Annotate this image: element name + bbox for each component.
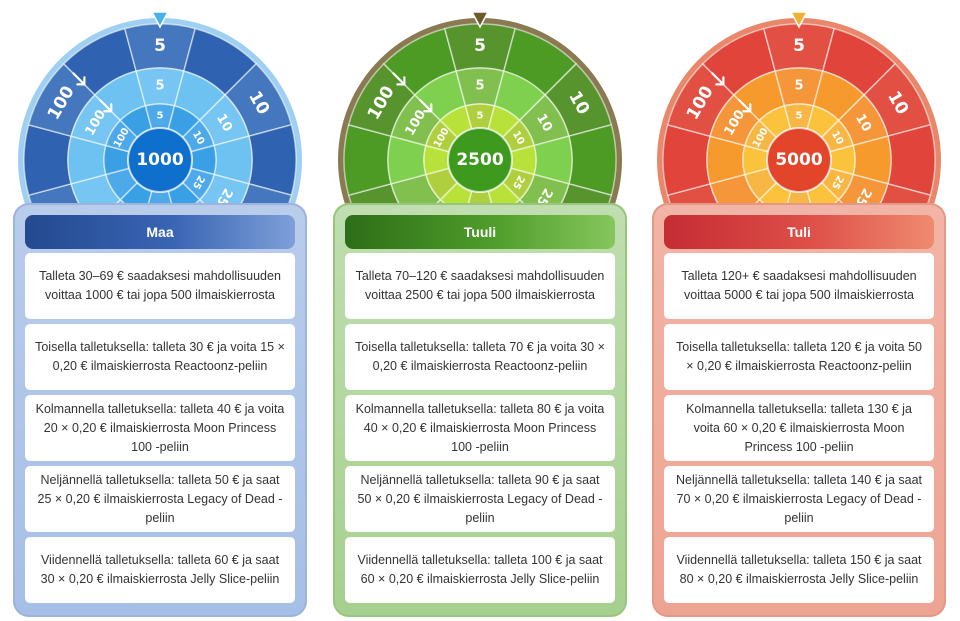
- offer-card-fifth-deposit: Viidennellä talletuksella: talleta 100 €…: [345, 537, 615, 603]
- wheel-segment-value: 5: [155, 79, 164, 94]
- offer-card-fourth-deposit: Neljännellä talletuksella: talleta 50 € …: [25, 466, 295, 532]
- arrow-icon: [392, 72, 406, 86]
- wheel-hub: [766, 127, 832, 193]
- wheel-segment-value: 5: [475, 79, 484, 94]
- offer-card-first-deposit: Talleta 30–69 € saadaksesi mahdollisuude…: [25, 253, 295, 319]
- offer-card-fifth-deposit: Viidennellä talletuksella: talleta 150 €…: [664, 537, 934, 603]
- offer-card-fourth-deposit: Neljännellä talletuksella: talleta 90 € …: [345, 466, 615, 532]
- tier-title-maa: Maa: [25, 215, 295, 249]
- wheel-pointer-icon: [470, 11, 490, 29]
- wheel-segment: [886, 123, 936, 197]
- tier-column-maa: 1005102510051025100510251000 Maa Talleta…: [13, 0, 307, 621]
- arrow-icon: [72, 72, 86, 86]
- wheel-jackpot-value: 5000: [775, 150, 822, 170]
- wheel-segment: [247, 123, 297, 197]
- tier-column-tuli: 1005102510051025100510255000 Tuli Tallet…: [652, 0, 946, 621]
- wheel-segment-value: 5: [474, 36, 486, 56]
- offer-card-third-deposit: Kolmannella talletuksella: talleta 130 €…: [664, 395, 934, 461]
- wheel-segment: [567, 123, 617, 197]
- arrow-icon: [419, 99, 433, 113]
- wheel-pointer-icon: [789, 11, 809, 29]
- wheel-segment-value: 5: [793, 36, 805, 56]
- tier-title-tuuli: Tuuli: [345, 215, 615, 249]
- offer-card-first-deposit: Talleta 70–120 € saadaksesi mahdollisuud…: [345, 253, 615, 319]
- wheel-jackpot-value: 2500: [456, 150, 503, 170]
- arrow-icon: [99, 99, 113, 113]
- arrow-icon: [711, 72, 725, 86]
- offer-card-third-deposit: Kolmannella talletuksella: talleta 40 € …: [25, 395, 295, 461]
- wheel-segment: [343, 123, 393, 197]
- wheel-segment-value: 5: [796, 111, 803, 122]
- offer-card-fifth-deposit: Viidennellä talletuksella: talleta 60 € …: [25, 537, 295, 603]
- tier-panel-tuuli: Tuuli Talleta 70–120 € saadaksesi mahdol…: [333, 203, 627, 617]
- wheel-segment-value: 5: [157, 111, 164, 122]
- wheel-segment-value: 5: [794, 79, 803, 94]
- prize-wheel-tuli: 1005102510051025100510255000: [652, 0, 946, 215]
- offer-card-second-deposit: Toisella talletuksella: talleta 30 € ja …: [25, 324, 295, 390]
- wheel-segment-value: 5: [477, 111, 484, 122]
- tier-panel-maa: Maa Talleta 30–69 € saadaksesi mahdollis…: [13, 203, 307, 617]
- offer-card-fourth-deposit: Neljännellä talletuksella: talleta 140 €…: [664, 466, 934, 532]
- arrow-icon: [738, 99, 752, 113]
- wheel-segment: [23, 123, 73, 197]
- prize-wheel-tuuli: 1005102510051025100510252500: [333, 0, 627, 215]
- wheel-hub: [447, 127, 513, 193]
- prize-wheel-maa: 1005102510051025100510251000: [13, 0, 307, 215]
- tier-title-tuli: Tuli: [664, 215, 934, 249]
- tier-column-tuuli: 1005102510051025100510252500 Tuuli Talle…: [333, 0, 627, 621]
- wheel-segment: [662, 123, 712, 197]
- offer-card-second-deposit: Toisella talletuksella: talleta 70 € ja …: [345, 324, 615, 390]
- tier-panel-tuli: Tuli Talleta 120+ € saadaksesi mahdollis…: [652, 203, 946, 617]
- offer-card-third-deposit: Kolmannella talletuksella: talleta 80 € …: [345, 395, 615, 461]
- wheel-pointer-icon: [150, 11, 170, 29]
- offer-card-second-deposit: Toisella talletuksella: talleta 120 € ja…: [664, 324, 934, 390]
- wheel-segment-value: 5: [154, 36, 166, 56]
- offer-card-first-deposit: Talleta 120+ € saadaksesi mahdollisuuden…: [664, 253, 934, 319]
- wheel-jackpot-value: 1000: [136, 150, 183, 170]
- wheel-hub: [127, 127, 193, 193]
